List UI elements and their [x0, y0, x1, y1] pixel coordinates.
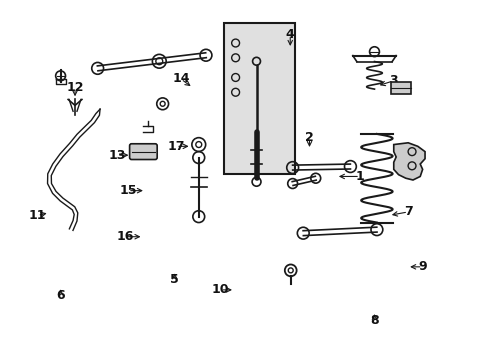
Text: 12: 12	[66, 81, 83, 94]
Polygon shape	[393, 143, 424, 180]
Text: 13: 13	[108, 149, 125, 162]
Text: 1: 1	[355, 170, 364, 183]
FancyBboxPatch shape	[129, 144, 157, 159]
Text: 2: 2	[305, 131, 313, 144]
Text: 15: 15	[119, 184, 137, 197]
Text: 17: 17	[167, 140, 184, 153]
Text: 14: 14	[172, 72, 189, 85]
Polygon shape	[390, 82, 410, 94]
Text: 3: 3	[388, 74, 397, 87]
Text: 9: 9	[417, 260, 426, 273]
Text: 16: 16	[116, 230, 134, 243]
Text: 10: 10	[211, 283, 229, 296]
Bar	[224, 23, 294, 174]
Text: 5: 5	[170, 273, 179, 286]
Text: 6: 6	[56, 289, 65, 302]
Text: 4: 4	[285, 28, 294, 41]
Text: 8: 8	[369, 314, 378, 327]
Text: 11: 11	[29, 209, 46, 222]
Text: 7: 7	[403, 206, 412, 219]
